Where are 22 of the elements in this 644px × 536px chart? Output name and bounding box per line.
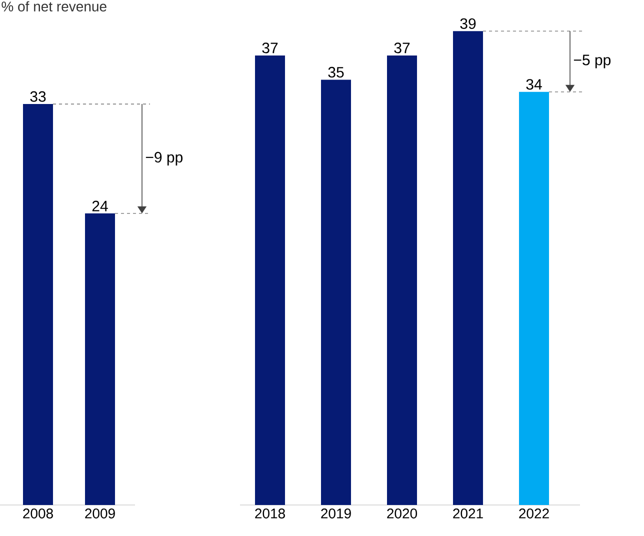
- bar: [453, 31, 484, 505]
- data-label: 34: [526, 79, 542, 90]
- bar: [519, 92, 550, 505]
- data-label: 24: [92, 200, 108, 212]
- bar: [387, 55, 418, 505]
- bar: [321, 80, 352, 505]
- x-tick-label: 2018: [255, 508, 285, 518]
- x-tick-label: 2020: [387, 508, 418, 518]
- x-tick-label: 2009: [85, 508, 115, 518]
- data-label: 33: [30, 91, 46, 102]
- data-label: 35: [328, 66, 344, 78]
- x-tick-label: 2019: [321, 508, 351, 518]
- x-tick-label: 2021: [453, 508, 483, 518]
- annotation: −5 pp: [574, 54, 611, 68]
- text: −9 pp: [146, 152, 183, 166]
- bar: [255, 55, 286, 505]
- data-label: 39: [460, 18, 476, 29]
- x-tick-label: 2008: [23, 508, 53, 518]
- chart-title: % of net revenue: [2, 1, 106, 12]
- data-label: 37: [394, 42, 410, 54]
- data-label: 37: [262, 42, 278, 54]
- x-tick-label: 2022: [519, 508, 549, 518]
